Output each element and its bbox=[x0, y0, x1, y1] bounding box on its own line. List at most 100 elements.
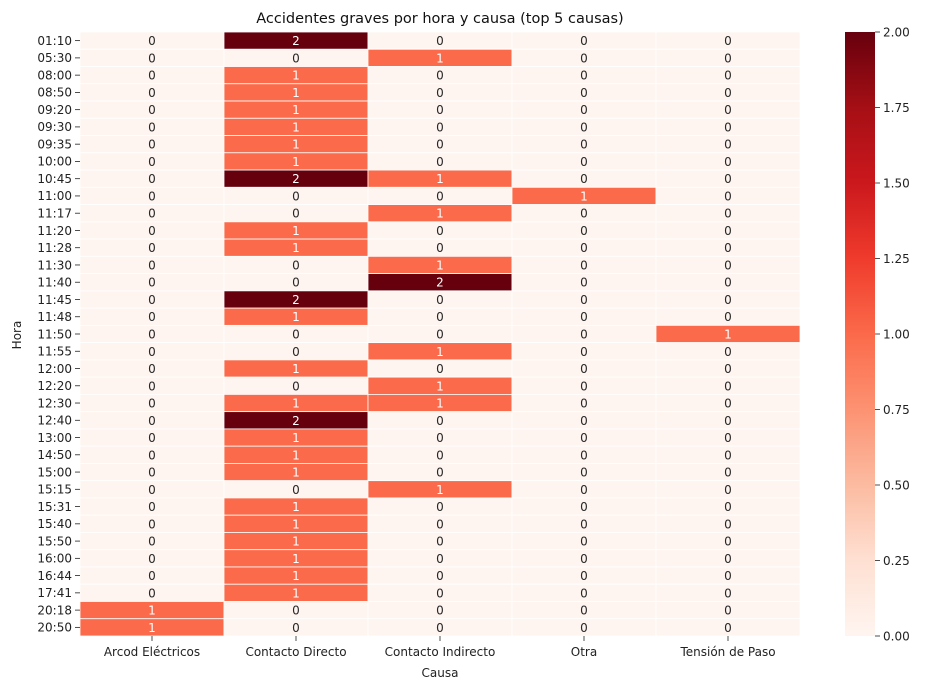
cell-value-label: 0 bbox=[580, 120, 588, 134]
y-axis-label: Hora bbox=[10, 321, 24, 350]
cell-value-label: 1 bbox=[292, 586, 300, 600]
cell-value-label: 1 bbox=[292, 448, 300, 462]
y-tick-label: 12:30 bbox=[37, 396, 72, 410]
cell-value-label: 1 bbox=[292, 500, 300, 514]
cell-value-label: 1 bbox=[436, 483, 444, 497]
cell-value-label: 0 bbox=[724, 379, 732, 393]
cell-value-label: 0 bbox=[580, 293, 588, 307]
cell-value-label: 0 bbox=[724, 172, 732, 186]
cell-value-label: 0 bbox=[580, 466, 588, 480]
cell-value-label: 0 bbox=[724, 224, 732, 238]
y-tick-label: 09:20 bbox=[37, 103, 72, 117]
cell-value-label: 0 bbox=[148, 500, 156, 514]
cell-value-label: 0 bbox=[580, 34, 588, 48]
cell-value-label: 1 bbox=[148, 604, 156, 618]
cell-value-label: 1 bbox=[292, 224, 300, 238]
cell-value-label: 0 bbox=[148, 362, 156, 376]
colorbar-ticks: 0.00 0.25 0.50 0.75 1.00 1.25 1.50 1.75 2.00 bbox=[875, 25, 910, 643]
cell-value-label: 0 bbox=[580, 155, 588, 169]
cell-value-label: 0 bbox=[292, 189, 300, 203]
cell-value-label: 1 bbox=[436, 379, 444, 393]
cell-value-label: 0 bbox=[436, 103, 444, 117]
cell-value-label: 0 bbox=[148, 483, 156, 497]
heatmap-cells: 0 2 0 0 0 0 0 1 0 0 0 1 0 0 0 0 1 0 0 0 0 1 0 0 0 0 1 0 0 0 0 1 0 0 0 0 1 0 0 0… bbox=[79, 31, 801, 637]
cell-value-label: 0 bbox=[148, 552, 156, 566]
cell-value-label: 0 bbox=[292, 621, 300, 635]
x-tick-label: Contacto Indirecto bbox=[385, 645, 496, 659]
y-tick-label: 11:20 bbox=[37, 224, 72, 238]
cell-value-label: 0 bbox=[436, 500, 444, 514]
cell-value-label: 0 bbox=[436, 569, 444, 583]
cell-value-label: 0 bbox=[580, 69, 588, 83]
cell-value-label: 1 bbox=[580, 189, 588, 203]
cell-value-label: 0 bbox=[724, 120, 732, 134]
cell-value-label: 0 bbox=[724, 189, 732, 203]
cell-value-label: 1 bbox=[292, 103, 300, 117]
cell-value-label: 0 bbox=[724, 207, 732, 221]
cell-value-label: 0 bbox=[436, 120, 444, 134]
cell-value-label: 0 bbox=[580, 345, 588, 359]
cell-value-label: 0 bbox=[292, 328, 300, 342]
cell-value-label: 0 bbox=[724, 621, 732, 635]
cell-value-label: 0 bbox=[724, 431, 732, 445]
y-tick-label: 11:48 bbox=[37, 310, 72, 324]
colorbar-tick-label: 0.75 bbox=[883, 403, 910, 417]
cell-value-label: 0 bbox=[580, 86, 588, 100]
cell-value-label: 0 bbox=[148, 103, 156, 117]
cell-value-label: 0 bbox=[580, 604, 588, 618]
y-tick-label: 14:50 bbox=[37, 448, 72, 462]
cell-value-label: 0 bbox=[580, 276, 588, 290]
cell-value-label: 0 bbox=[724, 517, 732, 531]
cell-value-label: 0 bbox=[148, 51, 156, 65]
y-tick-label: 12:20 bbox=[37, 379, 72, 393]
cell-value-label: 1 bbox=[292, 466, 300, 480]
cell-value-label: 0 bbox=[436, 224, 444, 238]
cell-value-label: 0 bbox=[724, 604, 732, 618]
cell-value-label: 0 bbox=[292, 51, 300, 65]
y-tick-label: 11:40 bbox=[37, 276, 72, 290]
cell-value-label: 2 bbox=[292, 34, 300, 48]
cell-value-label: 0 bbox=[292, 258, 300, 272]
cell-value-label: 0 bbox=[724, 86, 732, 100]
cell-value-label: 1 bbox=[292, 241, 300, 255]
cell-value-label: 0 bbox=[580, 431, 588, 445]
cell-value-label: 0 bbox=[580, 207, 588, 221]
colorbar-tick-label: 1.25 bbox=[883, 252, 910, 266]
x-tick-label: Contacto Directo bbox=[245, 645, 346, 659]
chart-title: Accidentes graves por hora y causa (top … bbox=[256, 11, 623, 27]
cell-value-label: 0 bbox=[580, 414, 588, 428]
cell-value-label: 0 bbox=[580, 586, 588, 600]
cell-value-label: 0 bbox=[580, 310, 588, 324]
cell-value-label: 0 bbox=[148, 86, 156, 100]
y-tick-label: 09:35 bbox=[37, 137, 72, 151]
cell-value-label: 0 bbox=[580, 535, 588, 549]
cell-value-label: 0 bbox=[148, 431, 156, 445]
cell-value-label: 1 bbox=[292, 120, 300, 134]
cell-value-label: 0 bbox=[724, 535, 732, 549]
cell-value-label: 0 bbox=[724, 138, 732, 152]
cell-value-label: 0 bbox=[148, 207, 156, 221]
y-axis-ticks: 01:10 05:30 08:00 08:50 09:20 09:30 09:35 10:00… bbox=[37, 34, 80, 635]
cell-value-label: 0 bbox=[724, 362, 732, 376]
cell-value-label: 0 bbox=[148, 466, 156, 480]
y-tick-label: 17:41 bbox=[37, 586, 72, 600]
cell-value-label: 0 bbox=[436, 517, 444, 531]
y-tick-label: 13:00 bbox=[37, 431, 72, 445]
cell-value-label: 0 bbox=[580, 397, 588, 411]
y-tick-label: 10:00 bbox=[37, 155, 72, 169]
colorbar-tick-label: 0.50 bbox=[883, 478, 910, 492]
cell-value-label: 0 bbox=[724, 258, 732, 272]
cell-value-label: 0 bbox=[148, 586, 156, 600]
cell-value-label: 1 bbox=[436, 51, 444, 65]
cell-value-label: 0 bbox=[148, 120, 156, 134]
cell-value-label: 0 bbox=[148, 517, 156, 531]
x-tick-label: Otra bbox=[571, 645, 597, 659]
cell-value-label: 0 bbox=[148, 448, 156, 462]
cell-value-label: 0 bbox=[436, 293, 444, 307]
cell-value-label: 1 bbox=[436, 258, 444, 272]
cell-value-label: 0 bbox=[580, 621, 588, 635]
cell-value-label: 0 bbox=[148, 276, 156, 290]
cell-value-label: 0 bbox=[436, 414, 444, 428]
y-tick-label: 15:50 bbox=[37, 534, 72, 548]
y-tick-label: 11:50 bbox=[37, 327, 72, 341]
